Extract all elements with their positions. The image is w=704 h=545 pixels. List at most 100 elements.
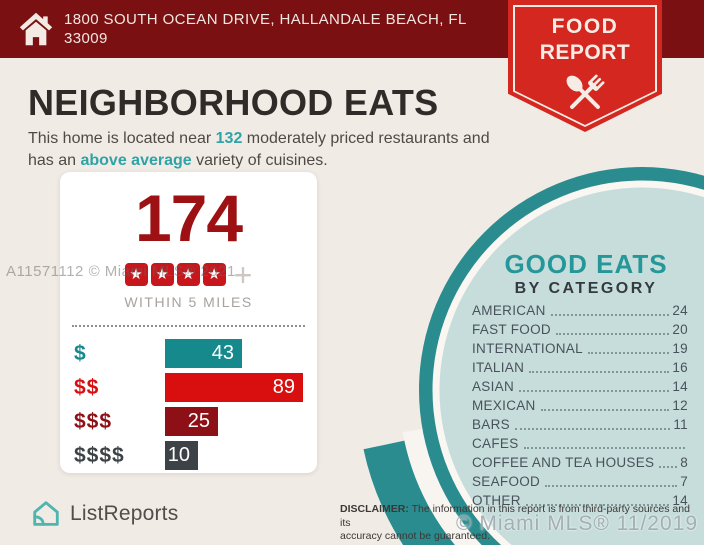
category-row: COFFEE AND TEA HOUSES 8 (472, 456, 688, 470)
watermark-mls-left: A11571112 © Miami MLS® 2021 (6, 263, 236, 280)
brand-name: ListReports (70, 502, 179, 525)
badge-title-line2: REPORT (539, 41, 631, 64)
page-title: NEIGHBORHOOD EATS (28, 82, 439, 123)
category-label: MEXICAN (472, 398, 536, 413)
category-label: COFFEE AND TEA HOUSES (472, 455, 655, 470)
intro-part1: This home is located near (28, 130, 216, 147)
home-icon (19, 12, 53, 46)
category-value: 20 (672, 322, 688, 337)
price-tier-bar: 89 (165, 373, 303, 402)
food-report-badge: FOOD REPORT (508, 0, 662, 132)
disclaimer-line2: accuracy cannot be guaranteed. (340, 530, 491, 542)
badge-title-line1: FOOD (551, 15, 619, 38)
category-value: 8 (680, 455, 688, 470)
plus-icon: + (233, 256, 253, 293)
intro-text: This home is located near 132 moderately… (28, 128, 508, 172)
intro-part2: moderately priced restaurants and (242, 130, 490, 147)
disclaimer-line1: The information in this report is from t… (340, 503, 690, 529)
above-average-highlight: above average (80, 152, 192, 169)
category-value: 24 (672, 303, 688, 318)
category-value: 12 (672, 398, 688, 413)
category-label: ITALIAN (472, 360, 525, 375)
bar-row: $$$ 25 (74, 407, 317, 436)
bar-value: 89 (272, 376, 295, 398)
category-label: BARS (472, 417, 510, 432)
category-row: ITALIAN 16 (472, 361, 688, 375)
category-row: SEAFOOD 7 (472, 475, 688, 489)
category-label: CAFES (472, 436, 519, 451)
dotted-leader (545, 485, 678, 487)
category-value: 14 (672, 493, 688, 508)
star-icon: ★ (150, 263, 174, 286)
address-line2: 33009 (64, 30, 108, 47)
good-eats-subtitle: BY CATEGORY (514, 280, 658, 297)
rating-stars: ★ ★ ★ ★ + (60, 256, 317, 293)
intro-part3: has an (28, 152, 81, 169)
price-bar-chart: $43 $$ 89 $$$ 25 $$$$ 10 (60, 339, 317, 470)
bar-row: $$ 89 (74, 373, 317, 402)
dotted-leader (523, 447, 685, 449)
price-tier-label: $$$$ (74, 443, 125, 467)
circle-fill (439, 187, 704, 545)
dotted-leader (529, 371, 670, 373)
category-value: 7 (680, 474, 688, 489)
star-icon: ★ (124, 263, 148, 286)
category-row: BARS 11 (472, 418, 688, 432)
category-label: SEAFOOD (472, 474, 541, 489)
category-label: INTERNATIONAL (472, 341, 583, 356)
star-icon: ★ (176, 263, 200, 286)
dotted-leader (519, 390, 670, 392)
dotted-divider (72, 325, 305, 327)
category-row: MEXICAN 12 (472, 399, 688, 413)
house-outline-icon (33, 501, 59, 526)
bar-row: $43 (74, 339, 317, 368)
category-row: CAFES (472, 437, 688, 451)
category-label: AMERICAN (472, 303, 546, 318)
dotted-leader (514, 428, 671, 430)
category-label: OTHER (472, 493, 521, 508)
category-label: ASIAN (472, 379, 515, 394)
restaurant-total-count: 174 (134, 181, 243, 255)
listreports-logo: ListReports (30, 498, 178, 530)
category-value: 14 (672, 379, 688, 394)
category-label: FAST FOOD (472, 322, 551, 337)
price-tier-label: $ (74, 341, 87, 365)
category-row: INTERNATIONAL 19 (472, 342, 688, 356)
swoosh-arc (363, 439, 461, 545)
watermark-mls-bottom-right: © Miami MLS® 11/2019 (456, 512, 698, 535)
restaurant-count-highlight: 132 (215, 130, 243, 147)
price-tier-label: $$$ (74, 409, 113, 433)
swoosh-gap-arc (402, 427, 491, 545)
radius-label: WITHIN 5 MILES (124, 294, 253, 310)
category-list: AMERICAN 24 FAST FOOD 20 INTERNATIONAL 19 ITAL… (472, 304, 688, 513)
bar-value: 10 (167, 444, 190, 466)
bar-value: 25 (187, 410, 210, 432)
address-line1: 1800 SOUTH OCEAN DRIVE, HALLANDALE BEACH… (64, 11, 467, 28)
disclaimer: DISCLAIMER: The information in this repo… (340, 503, 702, 544)
disclaimer-label: DISCLAIMER: (340, 503, 409, 515)
category-value: 19 (672, 341, 688, 356)
dotted-leader (587, 352, 670, 354)
category-value: 16 (672, 360, 688, 375)
category-row: AMERICAN 24 (472, 304, 688, 318)
dotted-leader (525, 504, 670, 506)
price-tier-bar: 43 (165, 339, 242, 368)
price-tier-label: $$ (74, 375, 100, 399)
category-value: 11 (673, 417, 688, 432)
category-row: FAST FOOD 20 (472, 323, 688, 337)
bar-row: $$$$ 10 (74, 441, 317, 470)
crossed-utensils-icon (566, 74, 605, 109)
dotted-leader (659, 466, 678, 468)
dotted-leader (550, 314, 670, 316)
dotted-leader (540, 409, 670, 411)
bar-value: 43 (211, 342, 234, 364)
stat-card: 174 ★ ★ ★ ★ + WITHIN 5 MILES $43 $$ 89 $$$ 25 $$$… (60, 172, 317, 473)
good-eats-title: GOOD EATS (504, 249, 668, 279)
category-row: ASIAN 14 (472, 380, 688, 394)
star-icon: ★ (202, 263, 226, 286)
dotted-leader (555, 333, 670, 335)
price-tier-bar: 10 (165, 441, 198, 470)
category-row: OTHER 14 (472, 494, 688, 508)
